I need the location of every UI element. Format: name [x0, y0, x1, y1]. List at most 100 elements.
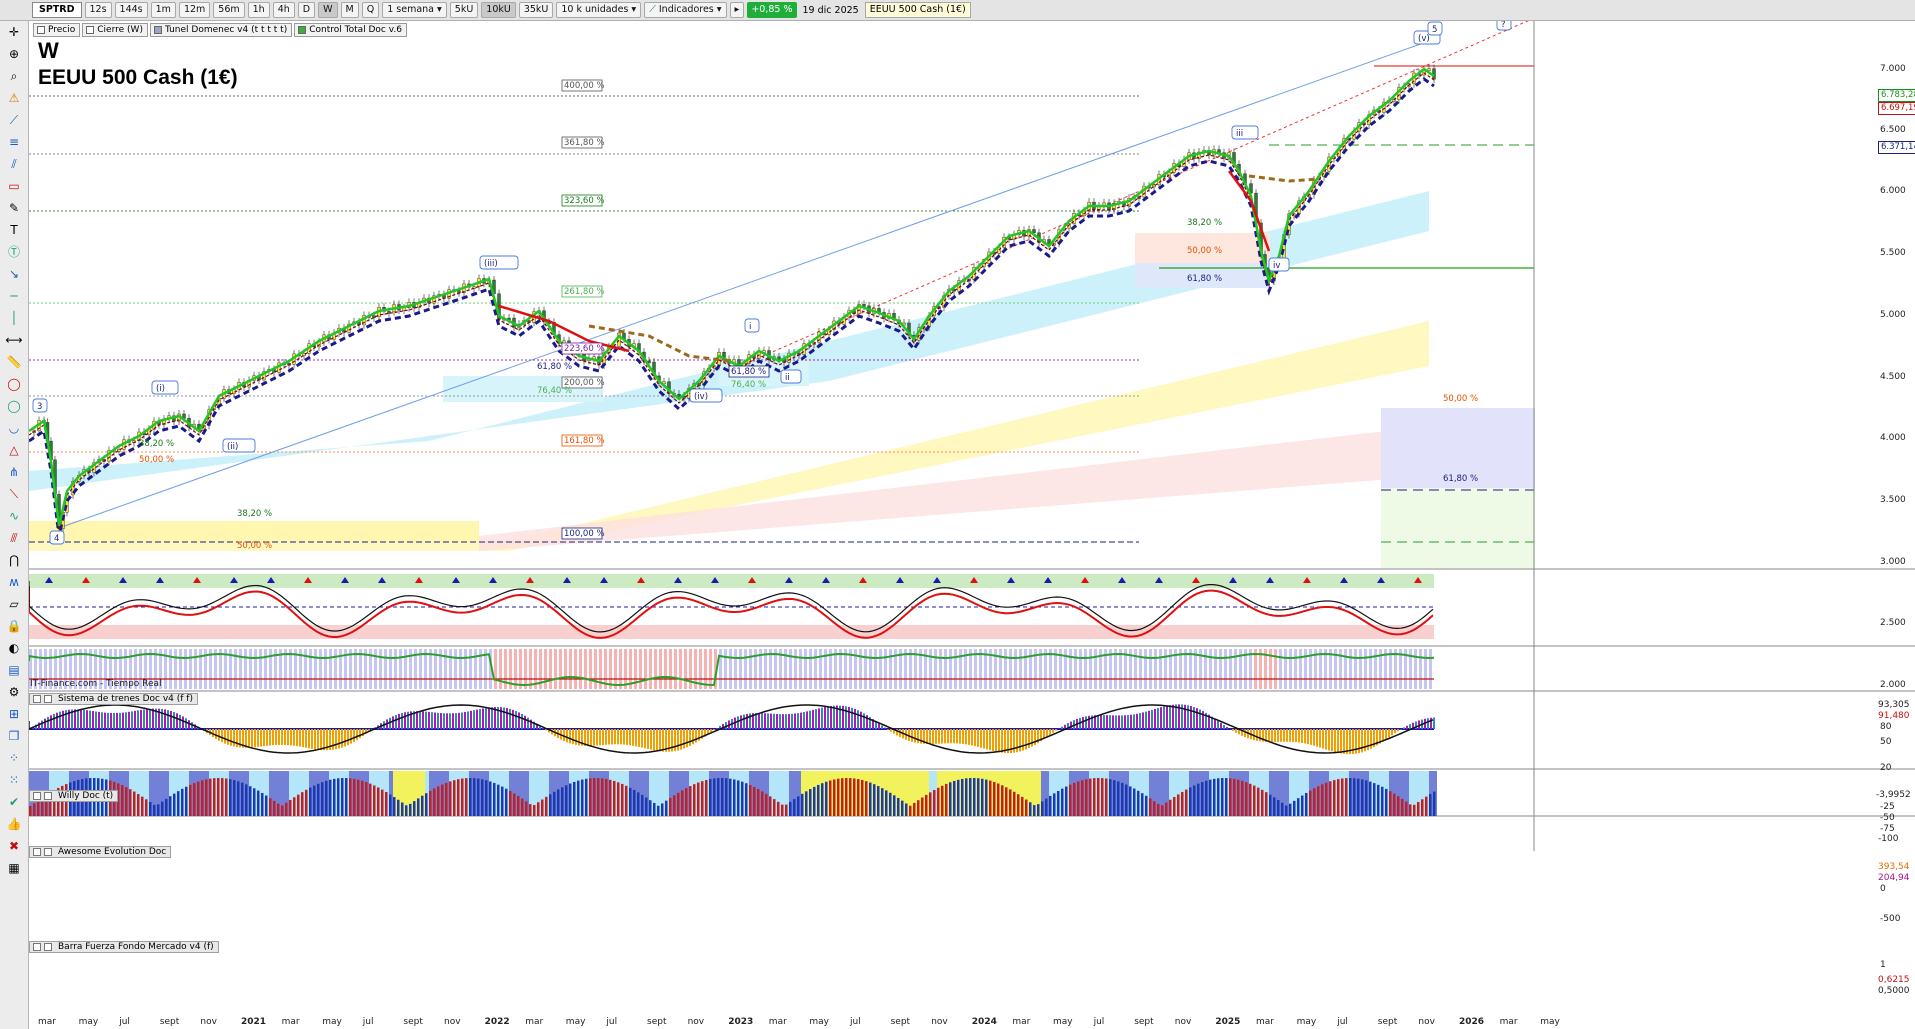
arc-icon[interactable]: ◡	[8, 421, 20, 435]
legend-chip-price[interactable]: Precio	[33, 22, 81, 37]
visibility-icon[interactable]: ◐	[8, 641, 20, 655]
awesome-bar	[317, 729, 319, 750]
legend-chip-tunel[interactable]: Tunel Domenec v4 (t t t t t)	[149, 22, 293, 37]
awesome-bar	[1055, 729, 1057, 731]
volume-35ku[interactable]: 35kU	[518, 2, 554, 18]
fib-label-box	[561, 79, 603, 92]
barra-bar	[273, 800, 276, 816]
cycle-icon[interactable]: ∿	[8, 509, 20, 523]
symbol-selector[interactable]: SPTRD	[32, 2, 82, 18]
label-icon[interactable]: Ⓣ	[7, 245, 20, 259]
panel-settings-icon[interactable]	[44, 848, 52, 856]
delete-icon[interactable]: ✖	[8, 839, 20, 853]
awesome-bar	[1364, 729, 1366, 752]
pitchfork-icon[interactable]: ⋔	[8, 465, 20, 479]
vertical-line-icon[interactable]: │	[10, 311, 18, 325]
legend-chip-control[interactable]: Control Total Doc v.6	[294, 22, 407, 37]
calendar-icon[interactable]: ▦	[8, 861, 20, 875]
chart-area[interactable]: 400,00 % 361,80 % 323,60 % 261,80 % 223,60 %…	[28, 15, 1915, 1029]
timeframe-4h[interactable]: 4h	[272, 2, 295, 18]
timeframe-144s[interactable]: 144s	[114, 2, 148, 18]
panel-label-barra[interactable]: Barra Fuerza Fondo Mercado v4 (f)	[29, 941, 219, 953]
measure-icon[interactable]: ⟷	[5, 333, 23, 347]
settings-icon[interactable]: ⚙	[8, 685, 20, 699]
panel-settings-icon[interactable]	[44, 695, 52, 703]
trenes-triangle-marker	[748, 577, 756, 583]
check-icon[interactable]: ✔	[8, 795, 20, 809]
time-axis-label: jul	[1337, 1017, 1348, 1027]
willy-bar	[289, 649, 292, 689]
range-select[interactable]: 1 semana ▾	[382, 2, 447, 18]
pencil-icon[interactable]: ✎	[8, 201, 20, 215]
timeframe-12m[interactable]: 12m	[178, 2, 211, 18]
fibonacci-icon[interactable]: ≡	[8, 135, 20, 149]
barra-bar	[289, 799, 292, 816]
volume-10ku[interactable]: 10kU	[481, 2, 516, 18]
timeframe-q[interactable]: Q	[361, 2, 380, 18]
awesome-bar	[500, 707, 502, 729]
panel-settings-icon[interactable]	[44, 792, 52, 800]
horizontal-line-icon[interactable]: ─	[10, 289, 18, 303]
circle-icon[interactable]: ◯	[7, 399, 21, 413]
zoom-in-icon[interactable]: ⊕	[8, 47, 20, 61]
willy-bar	[704, 649, 707, 689]
willy-bar	[824, 649, 827, 689]
fib-label-box	[561, 434, 603, 447]
layers-icon[interactable]: ▤	[8, 663, 20, 677]
wave-icon[interactable]: ʍ	[9, 575, 19, 589]
scatter-icon[interactable]: ⁙	[8, 773, 20, 787]
units-select[interactable]: 10 k unidades ▾	[556, 2, 642, 18]
panel-close-icon[interactable]	[33, 943, 41, 951]
magnet-icon[interactable]: ⋂	[9, 553, 19, 567]
timeframe-d[interactable]: D	[297, 2, 316, 18]
panel-label-awesome[interactable]: Awesome Evolution Doc	[29, 846, 172, 858]
ellipse-icon[interactable]: ◯	[7, 377, 21, 391]
fib-label: 200,00 %	[564, 378, 605, 388]
panel-axis-label: -100	[1878, 834, 1899, 844]
barra-bar	[849, 778, 852, 816]
timeframe-1h[interactable]: 1h	[247, 2, 270, 18]
lock-icon[interactable]: 🔒	[6, 619, 22, 633]
gann-icon[interactable]: ⟍	[9, 487, 19, 501]
template-icon[interactable]: ⊞	[8, 707, 20, 721]
eraser-icon[interactable]: ▱	[9, 597, 19, 611]
willy-bar	[999, 649, 1002, 689]
indicators-button[interactable]: ⟋ Indicadores ▾	[644, 2, 727, 18]
timeframe-1m[interactable]: 1m	[150, 2, 176, 18]
trendline-icon[interactable]: ⟋	[9, 113, 19, 127]
timeframe-12s[interactable]: 12s	[84, 2, 112, 18]
timeframe-56m[interactable]: 56m	[213, 2, 245, 18]
crosshair-icon[interactable]: ✛	[8, 25, 20, 39]
barra-bar	[1425, 796, 1428, 816]
panel-label-willy[interactable]: Willy Doc (t)	[29, 790, 119, 802]
awesome-bar	[1295, 729, 1297, 743]
parallel-icon[interactable]: ⫻	[10, 531, 18, 545]
rectangle-icon[interactable]: ▭	[8, 179, 20, 193]
willy-bar	[724, 649, 727, 689]
dots-pattern-icon[interactable]: ⁘	[8, 751, 20, 765]
thumbs-up-icon[interactable]: 👍	[6, 817, 22, 831]
channel-icon[interactable]: ⫽	[11, 157, 17, 171]
timeframe-m[interactable]: M	[340, 2, 359, 18]
panel-close-icon[interactable]	[33, 695, 41, 703]
ruler-icon[interactable]: 📏	[6, 355, 22, 369]
awesome-bar	[1034, 729, 1036, 745]
clone-icon[interactable]: ❐	[8, 729, 20, 743]
volume-5ku[interactable]: 5kU	[449, 2, 479, 18]
panel-close-icon[interactable]	[33, 792, 41, 800]
panel-label-trenes[interactable]: Sistema de trenes Doc v4 (f f)	[29, 693, 198, 705]
arrow-icon[interactable]: ↘	[8, 267, 20, 281]
timeframe-w[interactable]: W	[318, 2, 338, 18]
barra-bar	[853, 778, 856, 816]
panel-settings-icon[interactable]	[44, 943, 52, 951]
zoom-area-icon[interactable]: ⌕	[10, 69, 18, 83]
triangle-icon[interactable]: △	[9, 443, 19, 457]
legend-chip-close[interactable]: Cierre (W)	[82, 22, 148, 37]
more-menu-icon[interactable]: ▸	[729, 2, 745, 18]
panel-close-icon[interactable]	[33, 848, 41, 856]
willy-bar	[324, 649, 327, 689]
alert-icon[interactable]: ⚠	[8, 91, 20, 105]
text-icon[interactable]: T	[10, 223, 18, 237]
barra-bar	[1165, 802, 1168, 816]
willy-bar	[664, 649, 667, 689]
